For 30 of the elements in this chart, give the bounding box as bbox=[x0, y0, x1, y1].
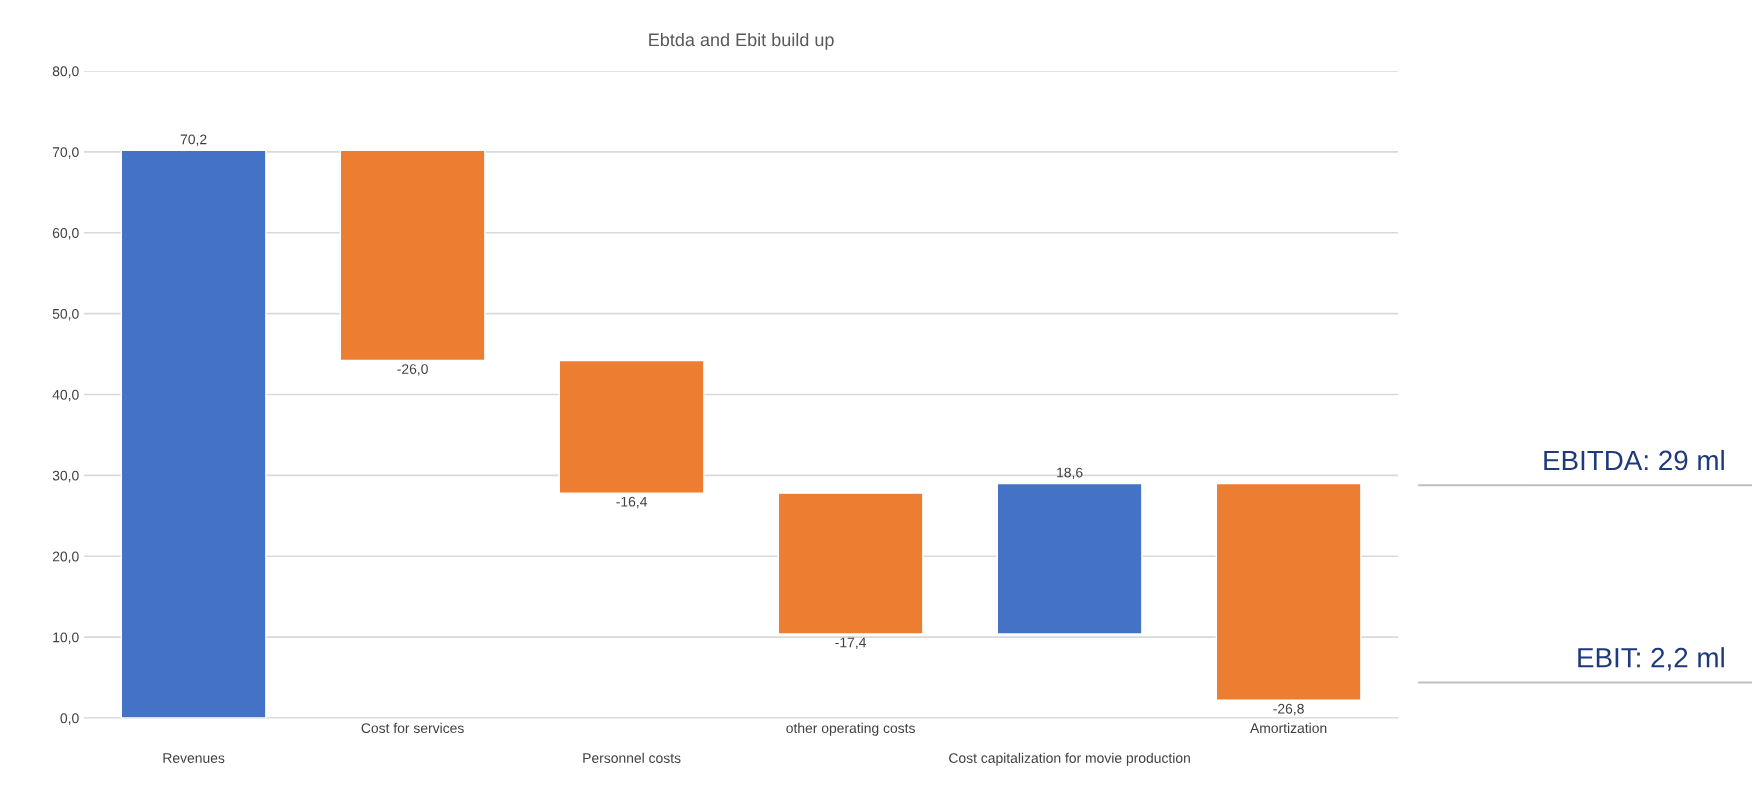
chart-title: Ebtda and Ebit build up bbox=[649, 32, 834, 50]
y-tick-label: 30,0 bbox=[52, 470, 79, 483]
data-label: 18,6 bbox=[1057, 467, 1083, 480]
data-label: 70,2 bbox=[180, 134, 207, 146]
bar bbox=[558, 359, 705, 494]
data-label: -26,0 bbox=[397, 364, 428, 376]
y-tick-label: 80,0 bbox=[52, 66, 79, 78]
y-tick-label: 10,0 bbox=[53, 632, 79, 644]
data-label: -26,8 bbox=[1273, 703, 1304, 716]
bar bbox=[1215, 482, 1362, 701]
x-tick-label: Revenues bbox=[163, 753, 225, 763]
x-tick-label: Personnel costs bbox=[583, 752, 681, 763]
bar bbox=[996, 482, 1143, 635]
y-tick-label: 50,0 bbox=[52, 308, 79, 321]
x-tick-label: Cost for services bbox=[361, 722, 464, 734]
y-tick-label: 20,0 bbox=[52, 551, 79, 564]
data-label: -16,4 bbox=[616, 496, 648, 509]
bar bbox=[339, 149, 486, 362]
data-label: -17,4 bbox=[835, 637, 867, 649]
y-tick-label: 70,0 bbox=[52, 147, 79, 159]
text: EBIT: 2,2 ml bbox=[1578, 647, 1724, 671]
y-tick-label: 60,0 bbox=[52, 228, 79, 240]
x-tick-label: other operating costs bbox=[786, 722, 915, 736]
y-tick-label: 40,0 bbox=[52, 389, 79, 402]
x-tick-label: Cost capitalization for movie production bbox=[949, 752, 1190, 766]
y-tick-label: 0,0 bbox=[60, 713, 79, 725]
bar bbox=[120, 149, 267, 718]
text: EBITDA: 29 ml bbox=[1544, 449, 1724, 471]
bar bbox=[777, 492, 924, 635]
x-tick-label: Amortization bbox=[1250, 722, 1327, 734]
